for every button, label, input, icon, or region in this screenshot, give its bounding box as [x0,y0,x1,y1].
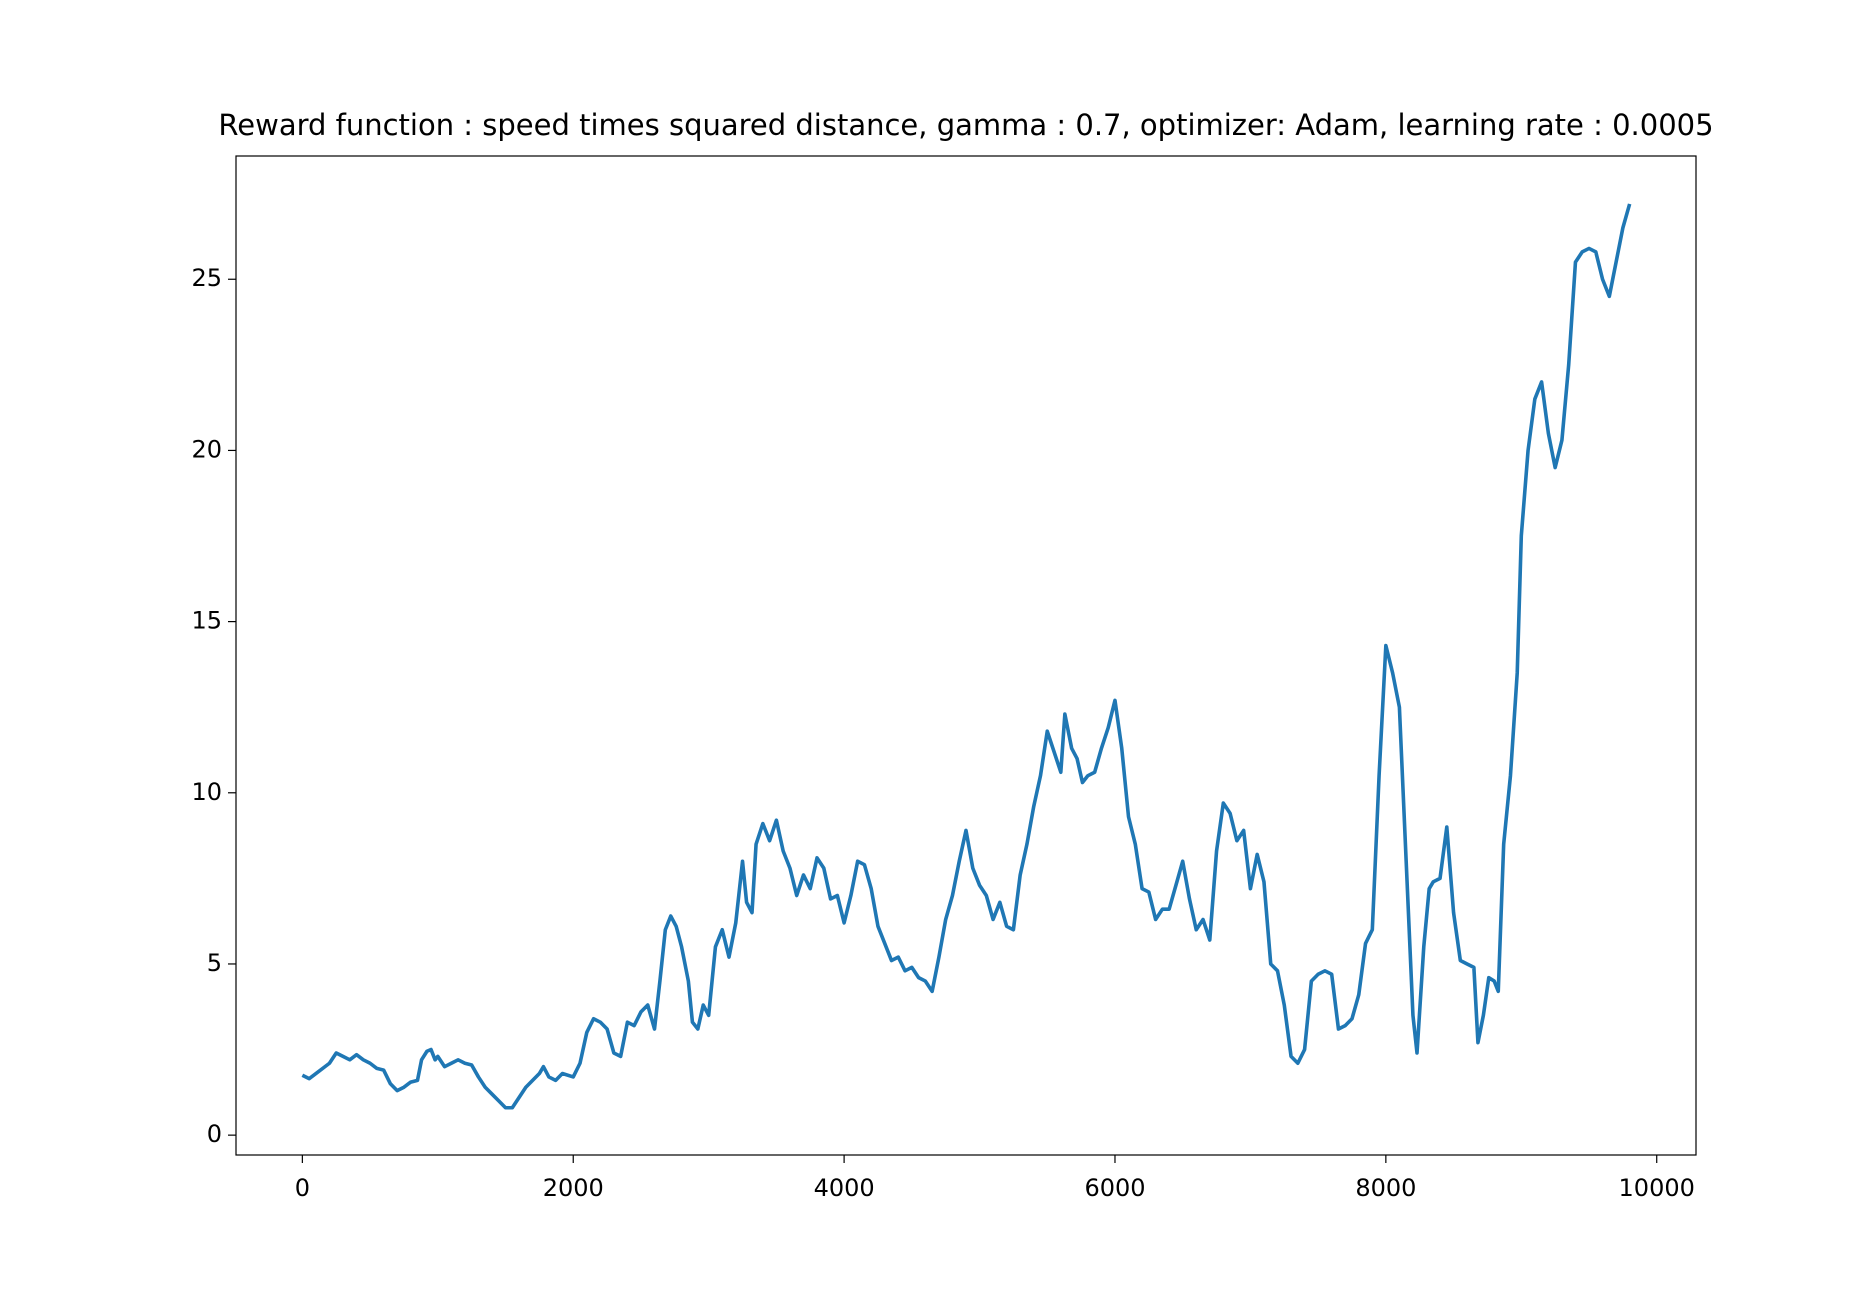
x-tick-label: 10000 [1619,1174,1695,1202]
y-tick-label: 10 [191,778,222,806]
y-tick-label: 20 [191,435,222,463]
x-tick-label: 8000 [1355,1174,1416,1202]
x-tick-label: 4000 [814,1174,875,1202]
x-tick-label: 6000 [1084,1174,1145,1202]
y-tick-label: 15 [191,607,222,635]
y-tick-label: 5 [207,949,222,977]
data-line [301,203,1632,1110]
y-tick-label: 25 [191,264,222,292]
chart-title: Reward function : speed times squared di… [218,108,1713,142]
x-tick-label: 0 [295,1174,310,1202]
plot-frame [235,155,1697,1156]
x-tick-label: 2000 [543,1174,604,1202]
y-tick-label: 0 [207,1120,222,1148]
